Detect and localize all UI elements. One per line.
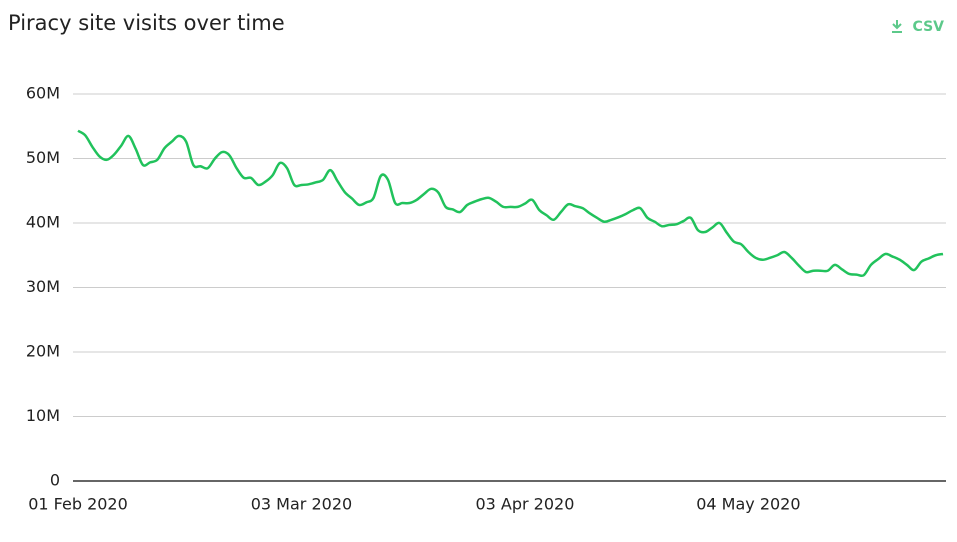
y-tick-label: 30M [26,277,60,296]
x-tick-label: 04 May 2020 [696,495,800,514]
y-tick-label: 60M [26,84,60,103]
x-tick-label: 01 Feb 2020 [28,495,128,514]
y-tick-label: 50M [26,148,60,167]
download-icon[interactable] [892,20,902,33]
csv-button[interactable]: CSV [892,19,944,35]
x-tick-label: 03 Apr 2020 [475,495,574,514]
y-tick-label: 0 [50,471,60,490]
x-tick-label: 03 Mar 2020 [251,495,352,514]
y-tick-label: 10M [26,406,60,425]
chart-title: Piracy site visits over time [8,11,285,35]
series-line [77,129,944,278]
csv-label[interactable]: CSV [913,19,945,35]
y-tick-label: 40M [26,213,60,232]
y-tick-label: 20M [26,342,60,361]
